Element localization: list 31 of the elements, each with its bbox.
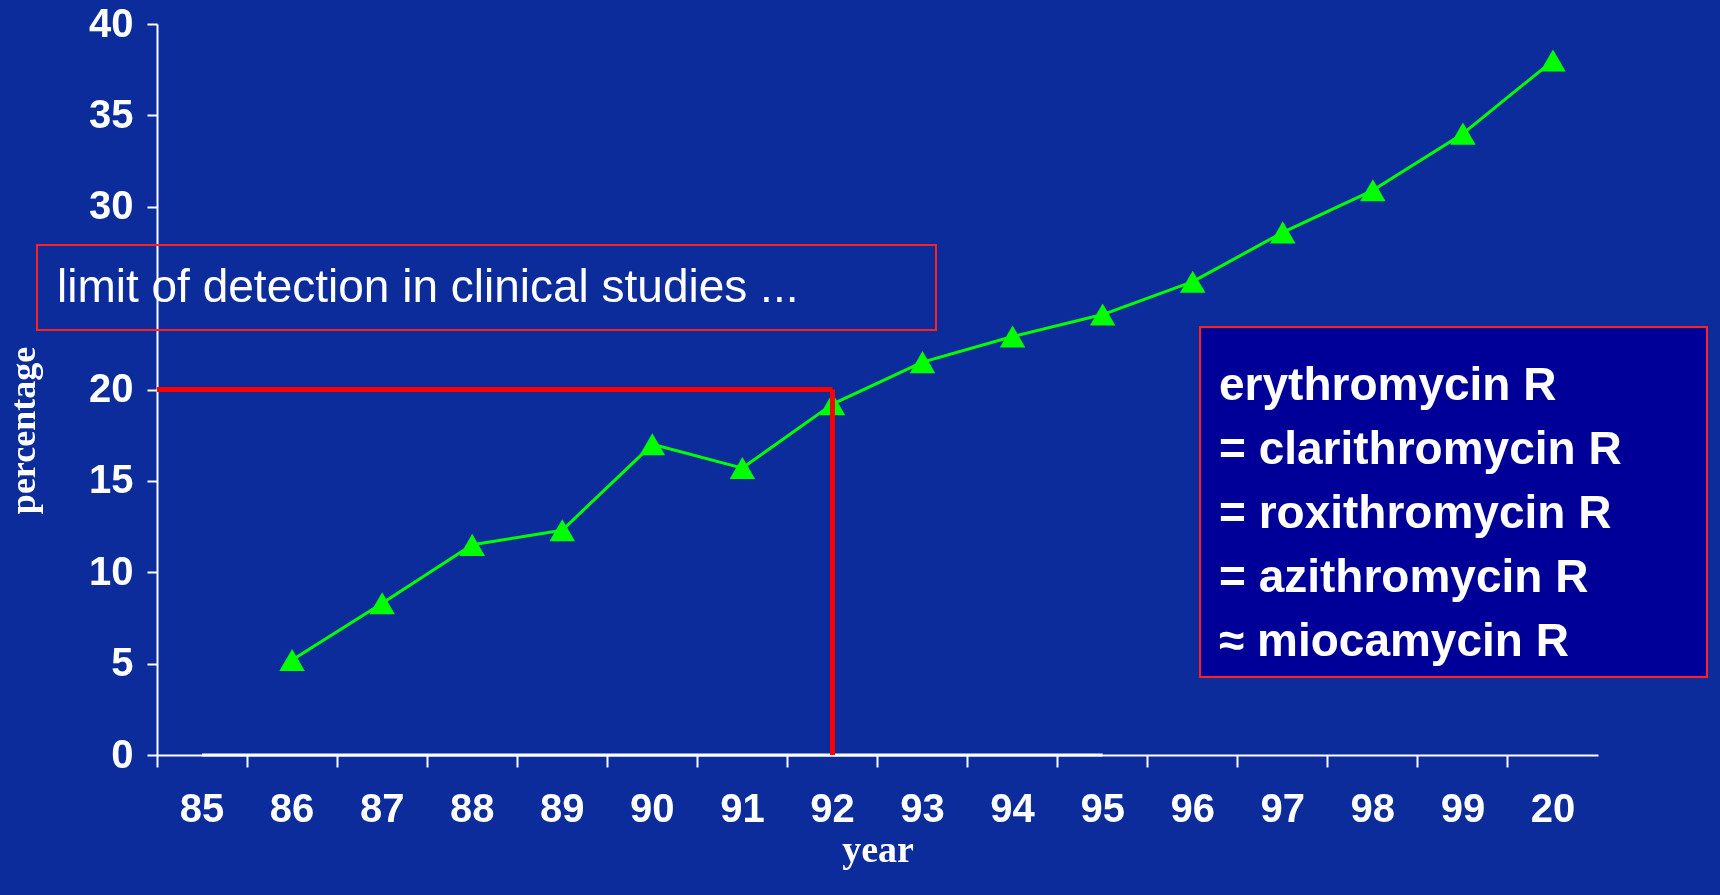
annotation: ≈ miocamycin R	[1219, 614, 1569, 666]
x-axis-title: year	[842, 827, 914, 870]
x-tick-label: 92	[810, 785, 855, 830]
x-tick-label: 88	[449, 785, 495, 830]
annotation: erythromycin R	[1219, 358, 1557, 410]
annotation: = roxithromycin R	[1219, 486, 1612, 538]
x-tick-label: 98	[1350, 785, 1396, 830]
y-tick-label: 0	[111, 731, 134, 776]
y-tick-label: 20	[89, 366, 134, 410]
y-tick-label: 40	[89, 0, 134, 45]
annotation: = clarithromycin R	[1219, 422, 1622, 474]
y-tick-label: 30	[89, 183, 134, 228]
x-tick-label: 97	[1260, 785, 1306, 830]
x-tick-label: 87	[359, 785, 405, 830]
x-tick-label: 90	[630, 785, 675, 830]
y-tick-label: 35	[89, 91, 134, 136]
x-tick-label: 20	[1530, 785, 1576, 830]
x-tick-label: 93	[900, 785, 945, 830]
x-tick-label: 96	[1170, 785, 1215, 830]
x-tick-label: 85	[179, 785, 225, 830]
y-tick-label: 15	[89, 457, 134, 502]
x-tick-label: 95	[1080, 785, 1125, 830]
y-tick-label: 10	[89, 548, 134, 593]
y-axis-title: percentage	[2, 346, 43, 515]
x-tick-label: 89	[540, 785, 585, 830]
x-tick-label: 94	[990, 785, 1036, 830]
x-tick-label: 99	[1440, 785, 1486, 830]
annotation: = azithromycin R	[1219, 550, 1589, 602]
x-tick-label: 86	[269, 785, 315, 830]
x-tick-label: 91	[720, 785, 765, 830]
y-tick-label: 5	[111, 640, 134, 685]
